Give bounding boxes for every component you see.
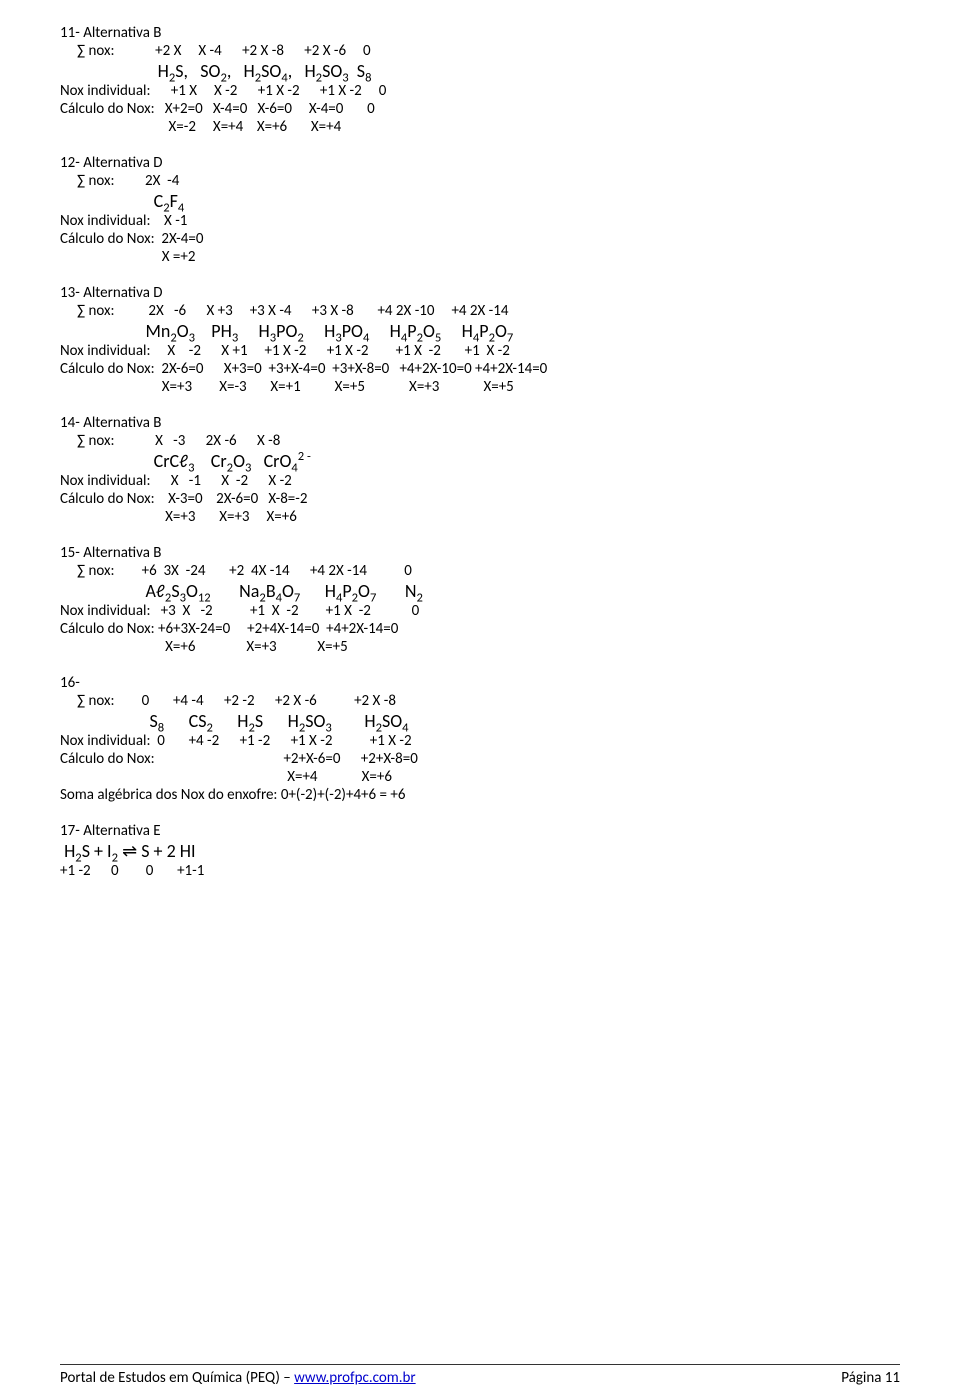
q14-ind: Nox individual: X -1 X -2 X -2 [60,472,900,490]
page-footer: Portal de Estudos em Química (PEQ) – www… [60,1364,900,1387]
q12-res: X =+2 [60,248,900,266]
q17-nums: +1 -2 0 0 +1-1 [60,862,900,880]
q12-sum: ∑ nox: 2X -4 [60,172,900,190]
q16-ind: Nox individual: 0 +4 -2 +1 -2 +1 X -2 +1… [60,732,900,750]
q15-sum: ∑ nox: +6 3X -24 +2 4X -14 +4 2X -14 0 [60,562,900,580]
footer-left-text: Portal de Estudos em Química (PEQ) – [60,1369,294,1387]
footer-left: Portal de Estudos em Química (PEQ) – www… [60,1369,416,1387]
q16-res: X=+4 X=+6 [60,768,900,786]
q11-sum: ∑ nox: +2 X X -4 +2 X -8 +2 X -6 0 [60,42,900,60]
q13-sum: ∑ nox: 2X -6 X +3 +3 X -4 +3 X -8 +4 2X … [60,302,900,320]
q15-res: X=+6 X=+3 X=+5 [60,638,900,656]
q11-calc: Cálculo do Nox: X+2=0 X-4=0 X-6=0 X-4=0 … [60,100,900,118]
q16-title: 16- [60,674,900,692]
q13-formula: Mn2O3 PH3 H3PO2 H3PO4 H4P2O5 H4P2O7 [60,320,900,342]
q13-title: 13- Alternativa D [60,284,900,302]
q13-calc: Cálculo do Nox: 2X-6=0 X+3=0 +3+X-4=0 +3… [60,360,900,378]
q11-ind: Nox individual: +1 X X -2 +1 X -2 +1 X -… [60,82,900,100]
q17-title: 17- Alternativa E [60,822,900,840]
q12-title: 12- Alternativa D [60,154,900,172]
q16-sum: ∑ nox: 0 +4 -4 +2 -2 +2 X -6 +2 X -8 [60,692,900,710]
q12-calc: Cálculo do Nox: 2X-4=0 [60,230,900,248]
footer-page-number: Página 11 [841,1369,900,1387]
q16-soma: Soma algébrica dos Nox do enxofre: 0+(-2… [60,786,900,804]
q14-title: 14- Alternativa B [60,414,900,432]
q14-res: X=+3 X=+3 X=+6 [60,508,900,526]
q16-formula: S8 CS2 H2S H2SO3 H2SO4 [60,710,900,732]
q15-title: 15- Alternativa B [60,544,900,562]
q11-title: 11- Alternativa B [60,24,900,42]
q11-formula: H2S, SO2, H2SO4, H2SO3 S8 [60,60,900,82]
q15-formula: Aℓ2S3O12 Na2B4O7 H4P2O7 N2 [60,580,900,602]
q12-ind: Nox individual: X -1 [60,212,900,230]
footer-link[interactable]: www.profpc.com.br [294,1369,416,1387]
q13-ind: Nox individual: X -2 X +1 +1 X -2 +1 X -… [60,342,900,360]
q15-calc: Cálculo do Nox: +6+3X-24=0 +2+4X-14=0 +4… [60,620,900,638]
q11-res: X=-2 X=+4 X=+6 X=+4 [60,118,900,136]
q13-res: X=+3 X=-3 X=+1 X=+5 X=+3 X=+5 [60,378,900,396]
q14-formula: CrCℓ3 Cr2O3 CrO42 - [60,450,900,472]
q16-calc: Cálculo do Nox: +2+X-6=0 +2+X-8=0 [60,750,900,768]
q12-formula: C2F4 [60,190,900,212]
q15-ind: Nox individual: +3 X -2 +1 X -2 +1 X -2 … [60,602,900,620]
q14-sum: ∑ nox: X -3 2X -6 X -8 [60,432,900,450]
q14-calc: Cálculo do Nox: X-3=0 2X-6=0 X-8=-2 [60,490,900,508]
q17-formula: H2S + I2 ⇌ S + 2 HI [60,840,900,862]
